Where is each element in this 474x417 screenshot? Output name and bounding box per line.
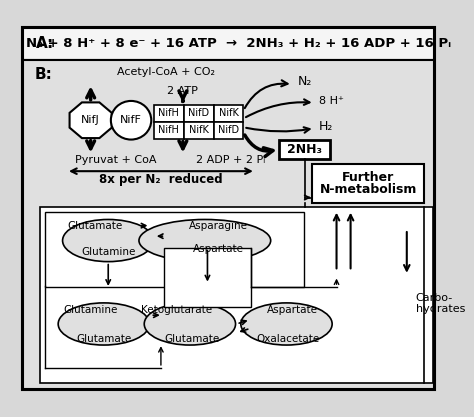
Text: NifK: NifK [219,108,238,118]
Text: 2 ADP + 2 Pᵢ: 2 ADP + 2 Pᵢ [196,155,265,165]
Ellipse shape [241,303,332,345]
Text: hydrates: hydrates [416,304,465,314]
Text: Carbo-: Carbo- [416,293,453,303]
Text: 2 ATP: 2 ATP [167,86,198,96]
Text: Acetyl-CoA + CO₂: Acetyl-CoA + CO₂ [117,67,215,77]
Text: NifD: NifD [218,125,239,135]
Text: Further: Further [342,171,394,184]
Bar [23,60,434,389]
Text: Aspartate: Aspartate [192,244,244,254]
Ellipse shape [139,219,271,261]
Bar [214,106,244,122]
Bar [214,122,244,139]
Text: NifD: NifD [188,108,209,118]
Ellipse shape [144,303,236,345]
Text: 8x per N₂  reduced: 8x per N₂ reduced [99,173,223,186]
Bar [184,122,214,139]
Text: N-metabolism: N-metabolism [319,183,417,196]
Text: Ketoglutarate: Ketoglutarate [141,305,212,315]
Text: A:: A: [36,36,55,51]
Text: NifH: NifH [158,125,179,135]
Text: NifH: NifH [158,108,179,118]
Bar [184,106,214,122]
Bar [154,106,184,122]
Bar [280,140,330,159]
Text: N₂ + 8 H⁺ + 8 e⁻ + 16 ATP  →  2NH₃ + H₂ + 16 ADP + 16 Pᵢ: N₂ + 8 H⁺ + 8 e⁻ + 16 ATP → 2NH₃ + H₂ + … [26,38,451,50]
Text: Asparagine: Asparagine [189,221,247,231]
Text: Glutamate: Glutamate [76,334,131,344]
Text: NifJ: NifJ [82,115,100,125]
Bar [154,122,184,139]
Text: Glutamate: Glutamate [67,221,123,231]
Text: Aspartate: Aspartate [267,305,318,315]
Text: 8 H⁺: 8 H⁺ [319,96,344,106]
Ellipse shape [111,101,151,140]
Ellipse shape [58,303,149,345]
Ellipse shape [63,219,154,261]
Text: NifK: NifK [189,125,209,135]
Polygon shape [70,103,112,138]
Text: N₂: N₂ [298,75,312,88]
Text: Glutamine: Glutamine [64,305,118,315]
Text: Glutamine: Glutamine [81,247,136,257]
Bar [164,248,251,307]
Text: NifF: NifF [120,115,142,125]
Text: Oxalacetate: Oxalacetate [256,334,320,344]
Bar [45,212,304,287]
Bar [40,207,433,383]
Text: Glutamate: Glutamate [164,334,219,344]
Text: 2NH₃: 2NH₃ [287,143,322,156]
Text: B:: B: [35,67,52,82]
Bar [23,28,434,60]
Text: Pyruvat + CoA: Pyruvat + CoA [75,155,156,165]
Text: H₂: H₂ [319,120,333,133]
Bar [312,164,424,203]
